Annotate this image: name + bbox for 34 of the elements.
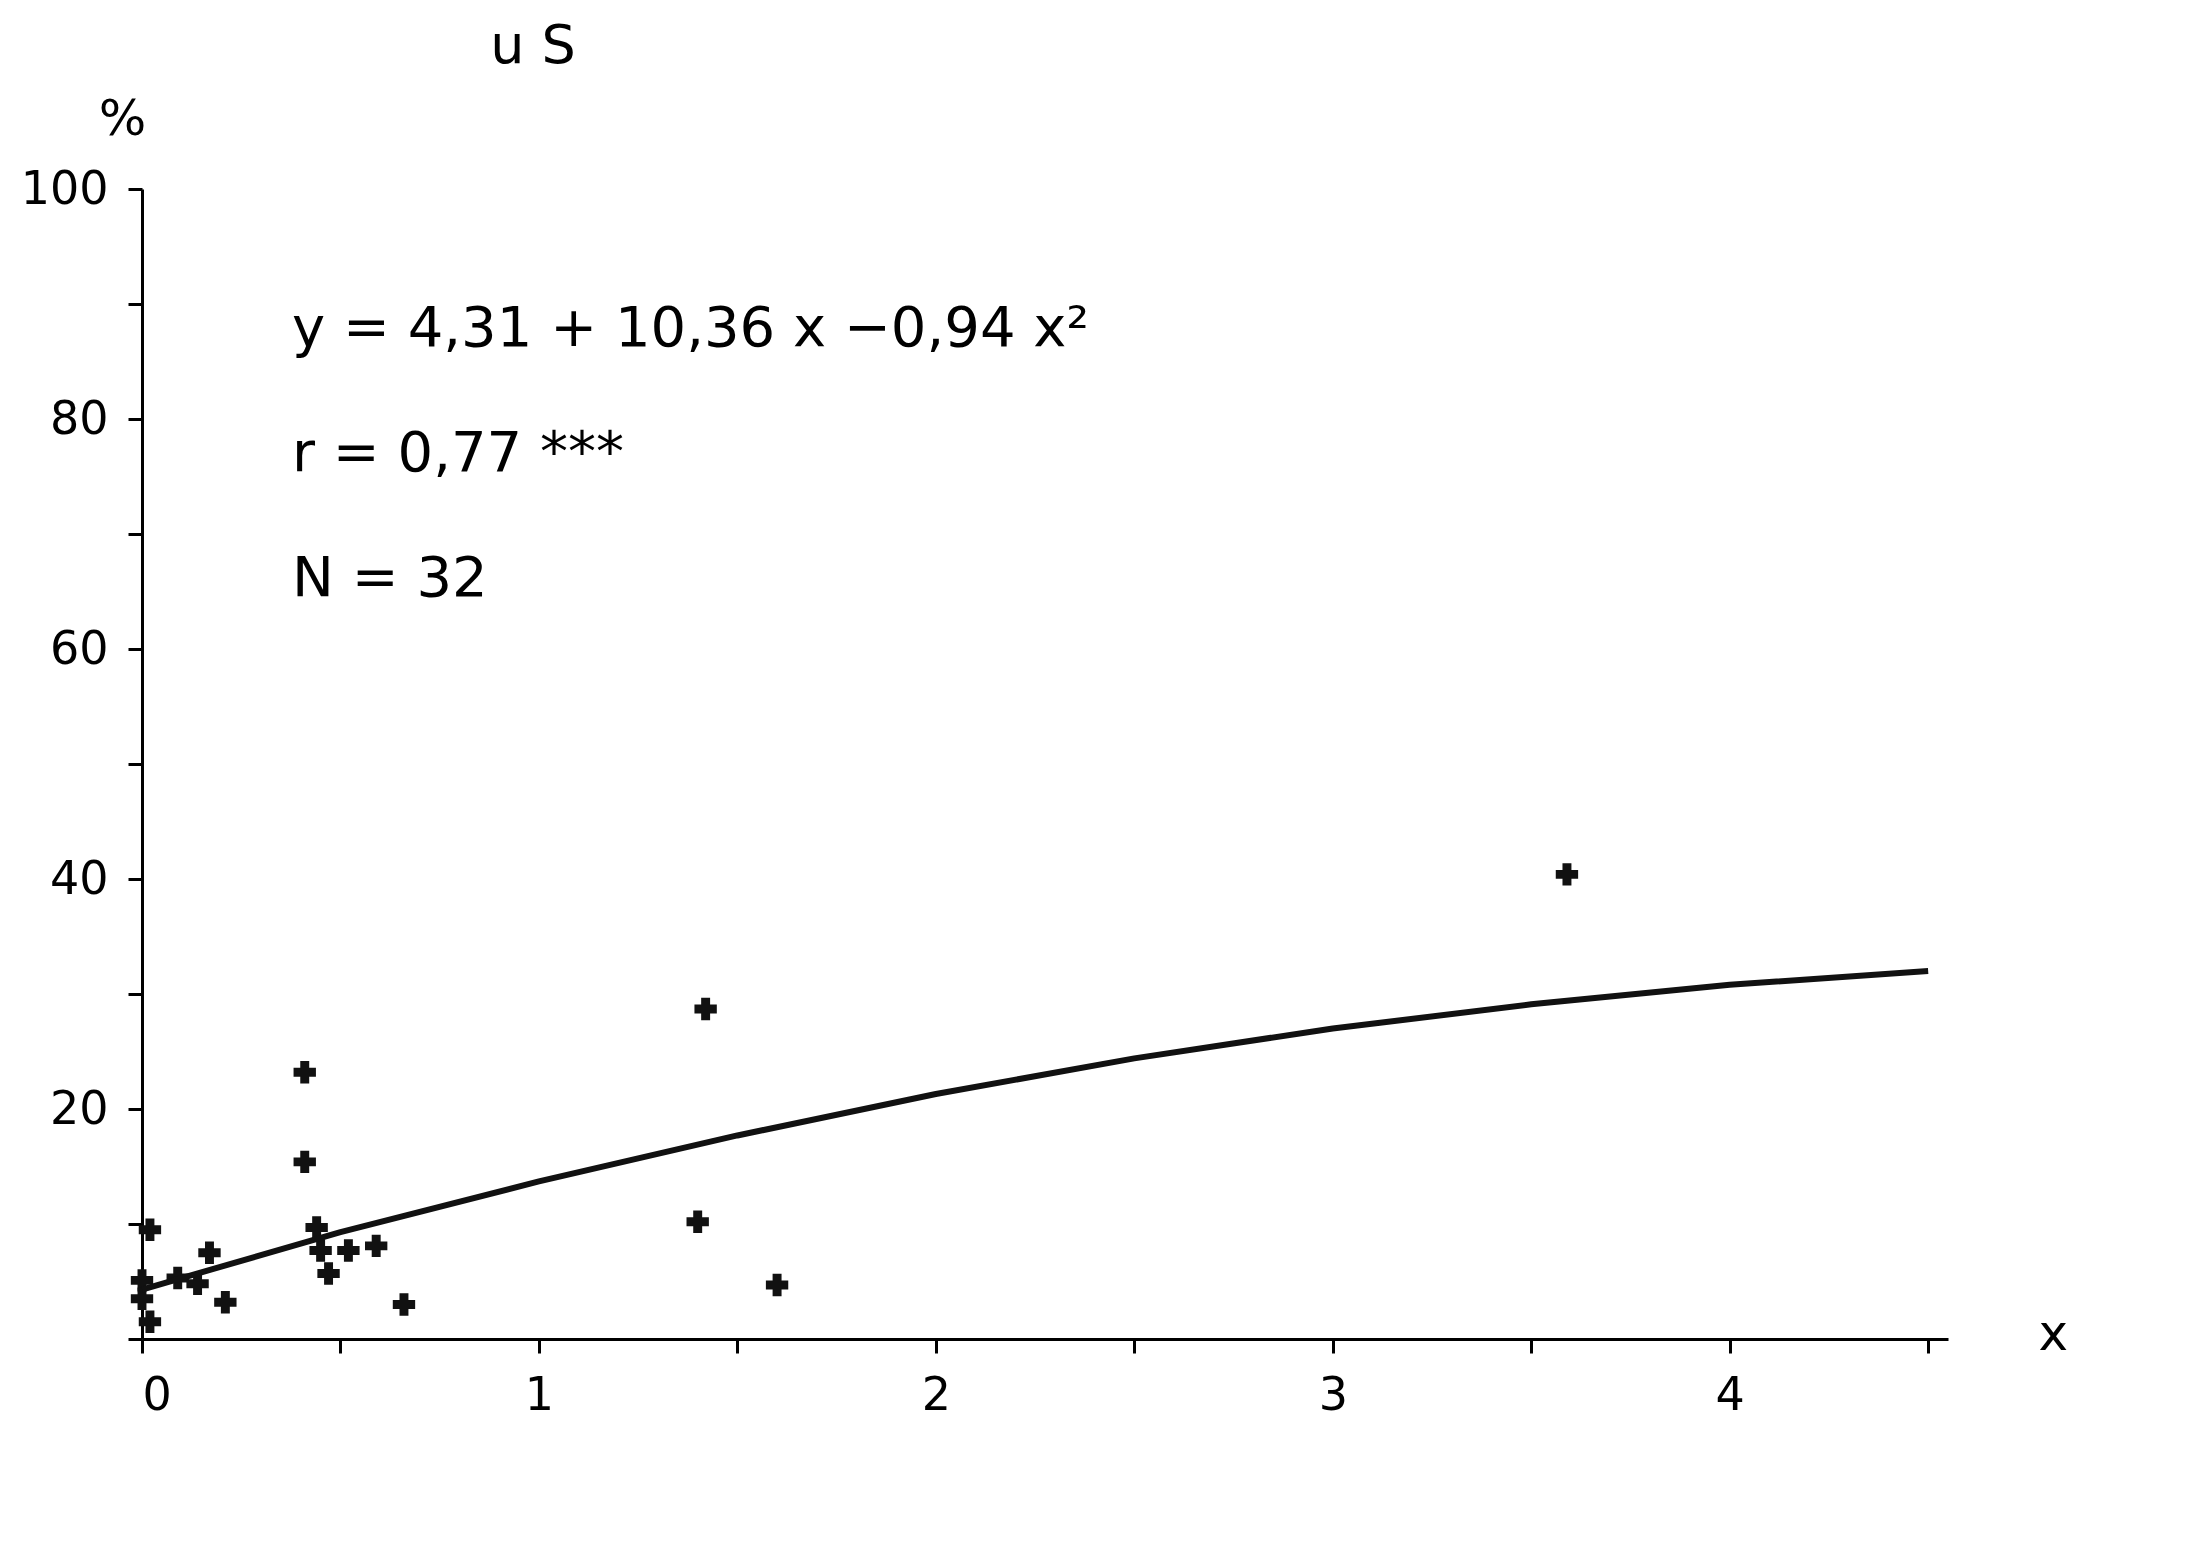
annotation: y = 4,31 + 10,36 x −0,94 x² [292, 294, 1089, 359]
point [765, 1273, 789, 1297]
y-axis-title: % [98, 88, 147, 147]
annotation: N = 32 [292, 544, 488, 609]
chart-title: u S [490, 13, 576, 76]
point [694, 997, 717, 1021]
point [305, 1216, 328, 1239]
point [198, 1241, 221, 1264]
point [337, 1239, 360, 1262]
y-tick-label: 20 [49, 1080, 109, 1135]
point [138, 1310, 162, 1333]
point [130, 1287, 154, 1310]
x-tick-label: 1 [524, 1366, 555, 1421]
y-tick-label: 100 [20, 160, 109, 215]
point [186, 1272, 209, 1295]
y-tick-label: 80 [49, 390, 109, 445]
point [1555, 863, 1579, 886]
x-tick-label: 2 [921, 1366, 951, 1421]
y-tick-label: 40 [49, 850, 109, 905]
x-tick-label: 4 [1715, 1366, 1745, 1421]
point [138, 1218, 162, 1241]
x-tick-label: 3 [1318, 1366, 1348, 1421]
annotation: r = 0,77 *** [292, 419, 625, 484]
point [214, 1291, 237, 1314]
x-tick-label: 0 [142, 1366, 172, 1421]
point [293, 1150, 316, 1174]
point [686, 1210, 709, 1233]
point [365, 1234, 388, 1258]
x-axis-title: x [2038, 1303, 2069, 1362]
point [309, 1239, 332, 1262]
point [293, 1061, 316, 1084]
point [392, 1293, 416, 1316]
y-tick-label: 60 [49, 620, 109, 675]
point [317, 1262, 340, 1285]
